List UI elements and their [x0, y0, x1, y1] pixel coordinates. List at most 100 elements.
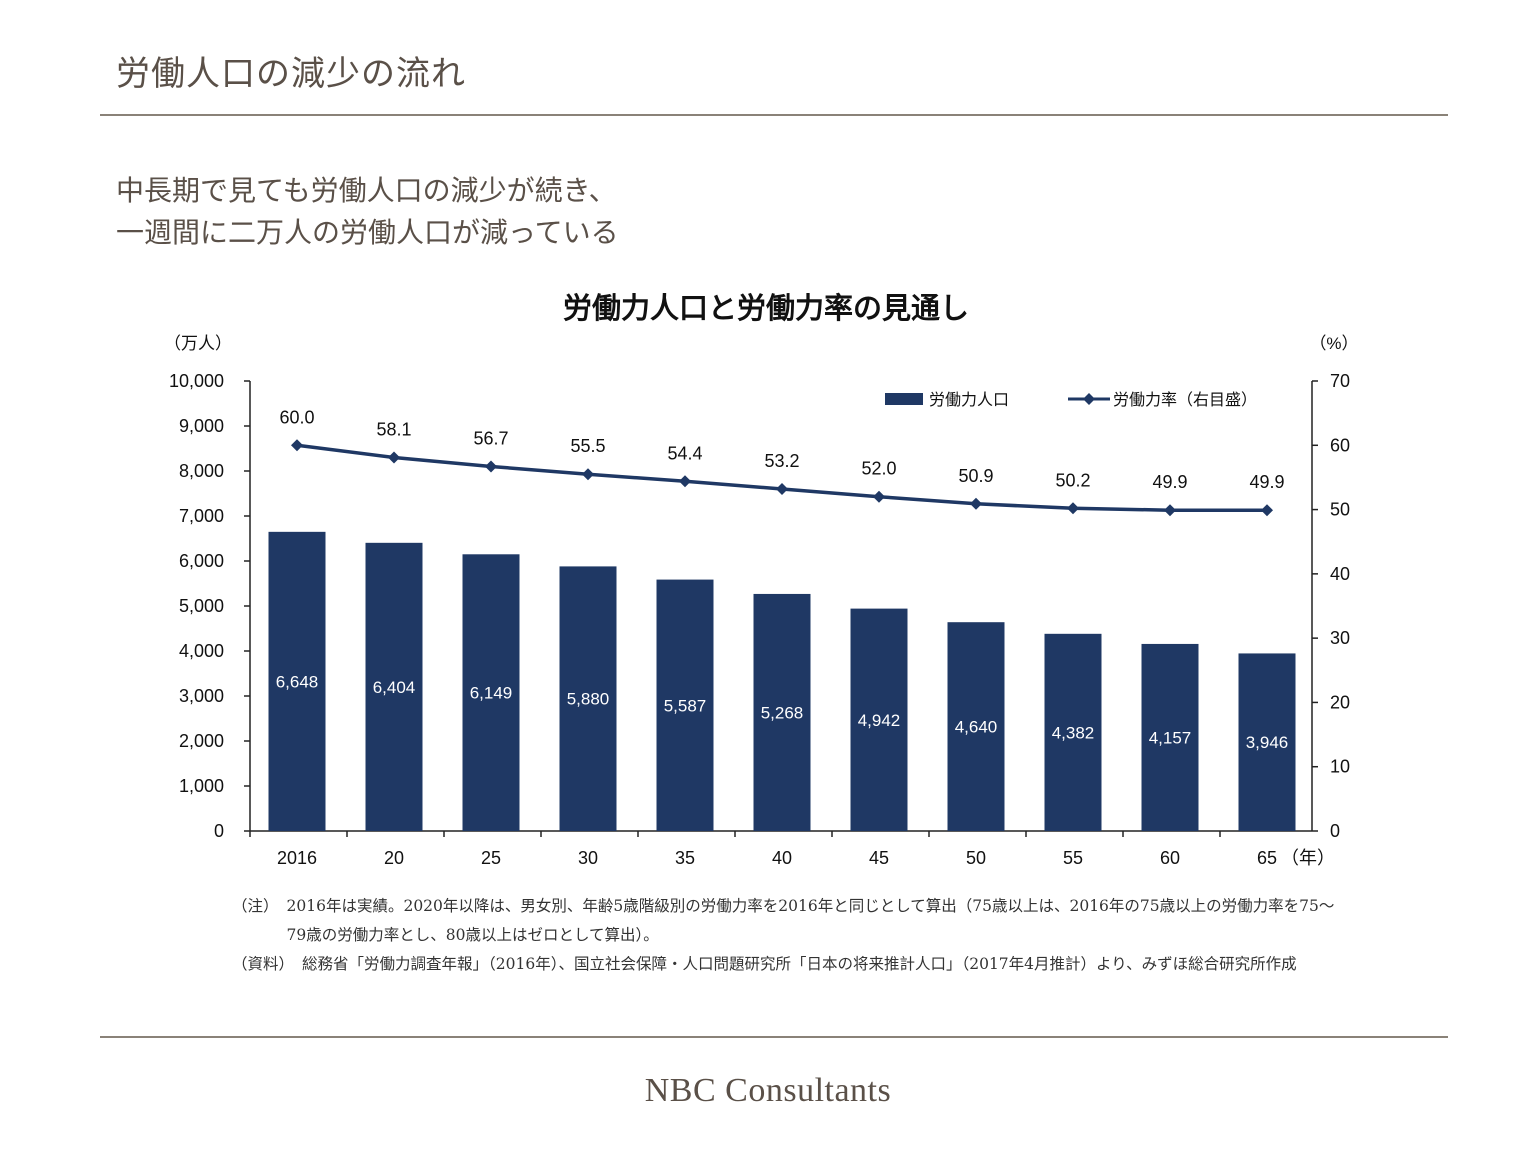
rate-marker — [679, 475, 691, 488]
x-tick-label: 65 — [1257, 848, 1277, 868]
bar-value-label: 4,942 — [858, 711, 901, 730]
y-left-tick-label: 10,000 — [169, 371, 224, 391]
chart-notes: （注） 2016年は実績。2020年以降は、男女別、年齢5歳階級別の労働力率を2… — [232, 892, 1352, 979]
rate-value-label: 53.2 — [764, 451, 799, 471]
bar-value-label: 6,404 — [373, 678, 416, 697]
x-tick-label: 40 — [772, 848, 792, 868]
bar — [1141, 643, 1199, 831]
bar — [1238, 653, 1296, 831]
axes: 0 1,000 2,000 3,000 4,000 5,000 6,000 7,000 8,00… — [169, 371, 1350, 868]
rate-value-label: 49.9 — [1152, 472, 1187, 492]
source-row: （資料） 総務省「労働力調査年報」（2016年）、国立社会保障・人口問題研究所「… — [232, 950, 1352, 979]
rate-marker — [873, 490, 885, 503]
labor-force-chart: 労働力人口と労働力率の見通し （万人） （%） （年） 0 1,000 2,000 3… — [164, 291, 1359, 868]
rate-value-label: 58.1 — [376, 420, 411, 440]
x-tick-label: 50 — [966, 848, 986, 868]
bar — [462, 554, 520, 831]
legend-swatch-bar — [885, 393, 923, 405]
legend-label-line: 労働力率（右目盛） — [1113, 391, 1257, 409]
rate-line — [291, 439, 1273, 517]
x-tick-label: 60 — [1160, 848, 1180, 868]
y-left-tick-label: 1,000 — [179, 776, 224, 796]
rate-value-label: 54.4 — [667, 443, 702, 463]
rate-value-label: 50.2 — [1055, 470, 1090, 490]
bar-value-label: 3,946 — [1246, 733, 1289, 752]
rate-marker — [291, 439, 303, 452]
note-row: （注） 2016年は実績。2020年以降は、男女別、年齢5歳階級別の労働力率を2… — [232, 892, 1352, 950]
y-left-tick-label: 9,000 — [179, 416, 224, 436]
bar — [268, 531, 326, 831]
data-labels: 6,648 6,404 6,149 5,880 5,587 5,268 4,942 4,640… — [276, 407, 1289, 752]
legend-swatch-marker — [1083, 393, 1095, 405]
bars — [268, 531, 1296, 831]
rate-marker — [970, 497, 982, 510]
y-right-tick-label: 50 — [1330, 500, 1350, 520]
bar-value-label: 4,640 — [955, 718, 998, 737]
rate-marker — [1261, 504, 1273, 517]
bar — [365, 542, 423, 831]
rate-marker — [1067, 502, 1079, 515]
x-tick-label: 45 — [869, 848, 889, 868]
x-tick-label: 55 — [1063, 848, 1083, 868]
x-tick-label: 25 — [481, 848, 501, 868]
subtitle-line-2: 一週間に二万人の労働人口が減っている — [116, 216, 619, 249]
source-label: （資料） — [232, 955, 295, 973]
y-right-tick-label: 0 — [1330, 821, 1340, 841]
source-text: 総務省「労働力調査年報」（2016年）、国立社会保障・人口問題研究所「日本の将来… — [302, 955, 1297, 973]
bar-value-label: 5,587 — [664, 696, 707, 715]
rate-value-label: 55.5 — [570, 436, 605, 456]
rate-value-label: 60.0 — [279, 407, 314, 427]
y-right-tick-label: 30 — [1330, 628, 1350, 648]
y-right-tick-label: 10 — [1330, 757, 1350, 777]
y-left-tick-label: 0 — [214, 821, 224, 841]
y-left-tick-label: 3,000 — [179, 686, 224, 706]
rate-value-label: 52.0 — [861, 459, 896, 479]
rate-marker — [582, 468, 594, 481]
y-left-tick-label: 8,000 — [179, 461, 224, 481]
y-right-unit: （%） — [1309, 334, 1358, 353]
bar-value-label: 5,880 — [567, 690, 610, 709]
bar-value-label: 5,268 — [761, 703, 804, 722]
bar — [753, 593, 811, 831]
y-left-tick-label: 2,000 — [179, 731, 224, 751]
x-tick-label: 35 — [675, 848, 695, 868]
rate-marker — [776, 483, 788, 495]
bar-value-label: 6,648 — [276, 672, 319, 691]
rate-value-label: 49.9 — [1249, 472, 1284, 492]
x-unit: （年） — [1281, 848, 1335, 868]
rate-marker — [1164, 504, 1176, 517]
y-left-tick-label: 4,000 — [179, 641, 224, 661]
subtitle-line-1: 中長期で見ても労働人口の減少が続き、 — [116, 174, 617, 207]
bar-value-label: 4,382 — [1052, 723, 1095, 742]
legend-label-bar: 労働力人口 — [929, 391, 1009, 409]
top-divider — [100, 114, 1448, 116]
x-tick-label: 30 — [578, 848, 598, 868]
bar — [559, 566, 617, 831]
x-tick-label: 20 — [384, 848, 404, 868]
x-tick-label: 2016 — [277, 848, 317, 868]
y-left-tick-label: 7,000 — [179, 506, 224, 526]
bar — [947, 622, 1005, 831]
slide-title: 労働人口の減少の流れ — [116, 54, 466, 94]
y-right-tick-label: 20 — [1330, 692, 1350, 712]
y-left-unit: （万人） — [164, 334, 232, 353]
bar — [850, 608, 908, 831]
rate-value-label: 50.9 — [958, 466, 993, 486]
y-right-tick-label: 70 — [1330, 371, 1350, 391]
note-text: 2016年は実績。2020年以降は、男女別、年齢5歳階級別の労働力率を2016年… — [286, 897, 1335, 944]
rate-marker — [388, 451, 400, 464]
y-left-tick-label: 5,000 — [179, 596, 224, 616]
legend: 労働力人口 労働力率（右目盛） — [885, 391, 1257, 409]
bar — [1044, 633, 1102, 831]
rate-marker — [485, 460, 497, 473]
y-right-tick-label: 40 — [1330, 564, 1350, 584]
rate-value-label: 56.7 — [473, 429, 508, 449]
footer-brand: NBC Consultants — [644, 1072, 892, 1109]
y-left-tick-label: 6,000 — [179, 551, 224, 571]
slide-subtitle: 中長期で見ても労働人口の減少が続き、 一週間に二万人の労働人口が減っている — [116, 170, 619, 254]
bottom-divider — [100, 1036, 1448, 1038]
y-right-tick-label: 60 — [1330, 435, 1350, 455]
note-label: （注） — [232, 897, 279, 915]
bar — [656, 579, 714, 831]
bar-value-label: 4,157 — [1149, 728, 1192, 747]
